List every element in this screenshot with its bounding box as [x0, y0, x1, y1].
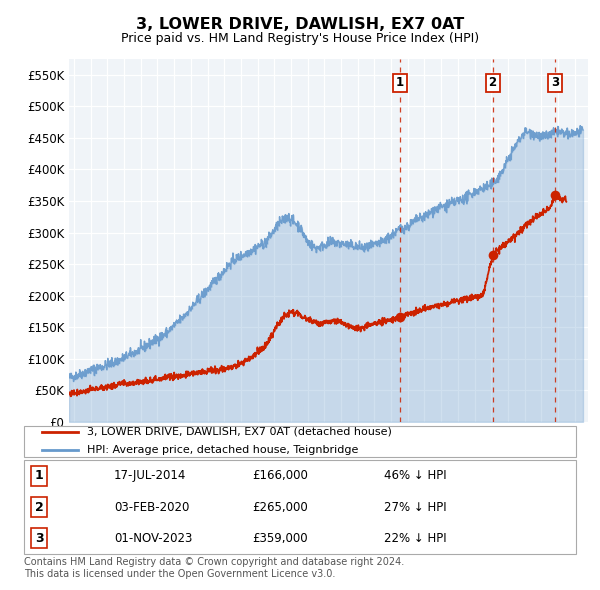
Text: HPI: Average price, detached house, Teignbridge: HPI: Average price, detached house, Teig… — [87, 445, 358, 454]
Text: 27% ↓ HPI: 27% ↓ HPI — [384, 500, 446, 514]
Text: Contains HM Land Registry data © Crown copyright and database right 2024.
This d: Contains HM Land Registry data © Crown c… — [24, 557, 404, 579]
Text: 1: 1 — [396, 77, 404, 90]
Text: £359,000: £359,000 — [252, 532, 308, 545]
Text: £265,000: £265,000 — [252, 500, 308, 514]
Text: 46% ↓ HPI: 46% ↓ HPI — [384, 469, 446, 483]
Text: 2: 2 — [488, 77, 497, 90]
Text: 3, LOWER DRIVE, DAWLISH, EX7 0AT: 3, LOWER DRIVE, DAWLISH, EX7 0AT — [136, 17, 464, 31]
Text: 1: 1 — [35, 469, 43, 483]
Text: 3: 3 — [551, 77, 559, 90]
Text: Price paid vs. HM Land Registry's House Price Index (HPI): Price paid vs. HM Land Registry's House … — [121, 32, 479, 45]
Text: 03-FEB-2020: 03-FEB-2020 — [114, 500, 190, 514]
Text: 17-JUL-2014: 17-JUL-2014 — [114, 469, 187, 483]
Text: 01-NOV-2023: 01-NOV-2023 — [114, 532, 193, 545]
Text: 3, LOWER DRIVE, DAWLISH, EX7 0AT (detached house): 3, LOWER DRIVE, DAWLISH, EX7 0AT (detach… — [87, 427, 392, 437]
Text: 3: 3 — [35, 532, 43, 545]
Text: £166,000: £166,000 — [252, 469, 308, 483]
Text: 2: 2 — [35, 500, 43, 514]
Text: 22% ↓ HPI: 22% ↓ HPI — [384, 532, 446, 545]
